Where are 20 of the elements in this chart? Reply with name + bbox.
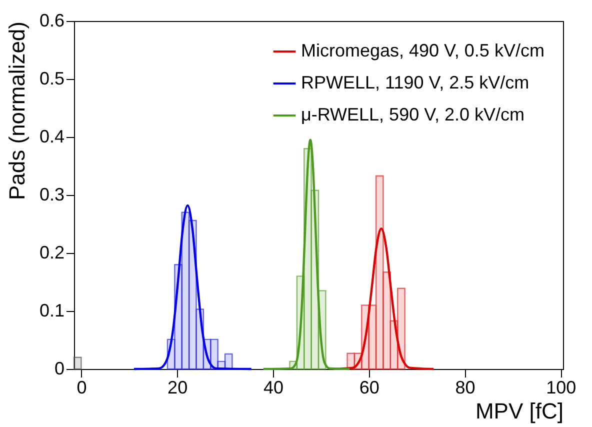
y-tick-label: 0.6 [39,10,64,30]
y-axis-title: Pads (normalized) [4,22,30,200]
x-axis-title: MPV [fC] [475,398,564,424]
y-tick-label: 0.3 [39,184,64,204]
x-tick-label: 100 [546,378,576,398]
legend-label: RPWELL, 1190 V, 2.5 kV/cm [301,72,530,92]
line-series [332,228,435,370]
x-tick-label: 20 [168,378,188,398]
x-tick-label: 40 [263,378,284,398]
y-tick-label: 0.1 [39,300,64,320]
legend-label: μ-RWELL, 590 V, 2.0 kV/cm [301,104,524,124]
y-tick-label: 0 [54,358,64,378]
legend-label: Micromegas, 490 V, 0.5 kV/cm [301,40,544,60]
x-tick-label: 80 [455,378,476,398]
y-tick-label: 0.5 [39,68,64,88]
y-tick-label: 0.2 [39,242,64,262]
y-tick-label: 0.4 [39,126,64,146]
x-tick-label: 0 [76,378,87,398]
line-series [132,204,252,370]
x-tick-label: 60 [359,378,380,398]
